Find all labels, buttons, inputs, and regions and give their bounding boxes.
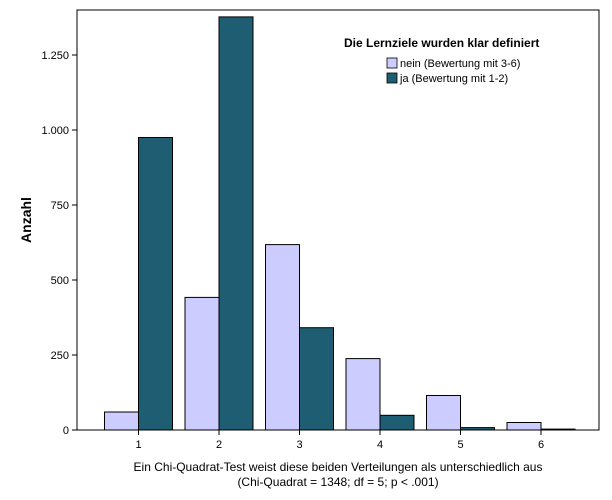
bar-ja: [138, 137, 173, 431]
legend-title: Die Lernziele wurden klar definiert: [344, 36, 539, 50]
bar-ja: [540, 428, 576, 431]
y-tick-label: 500: [51, 275, 69, 287]
x-axis: 1 2 3 4 5 6: [135, 430, 544, 451]
bar-nein: [265, 244, 300, 431]
y-tick-label: 250: [51, 350, 69, 362]
x-tick-label: 1: [135, 439, 141, 451]
legend: Die Lernziele wurden klar definiert nein…: [344, 36, 539, 85]
x-tick-label: 4: [377, 439, 383, 451]
legend-swatch-ja: [386, 72, 398, 84]
bar-ja: [379, 414, 415, 431]
bar-nein: [104, 411, 139, 431]
y-tick-label: 1.250: [41, 50, 69, 62]
legend-swatch-nein: [386, 57, 398, 69]
bar-ja: [299, 327, 334, 431]
y-tick-label: 0: [63, 425, 69, 437]
y-tick-label: 1.000: [41, 125, 69, 137]
x-tick-label: 2: [216, 439, 222, 451]
x-tick-label: 5: [457, 439, 463, 451]
x-tick-label: 3: [296, 439, 302, 451]
bar-nein: [426, 395, 461, 431]
bar-ja: [218, 16, 254, 431]
bar-nein: [506, 422, 542, 431]
y-tick-label: 750: [51, 200, 69, 212]
bars-group: [104, 16, 576, 431]
x-axis-label-line-2: (Chi-Quadrat = 1348; df = 5; p < .001): [237, 475, 438, 489]
legend-label-ja: ja (Bewertung mit 1-2): [399, 73, 508, 85]
bar-ja: [460, 427, 495, 431]
legend-label-nein: nein (Bewertung mit 3-6): [400, 58, 520, 70]
bar-nein: [345, 358, 381, 431]
x-axis-label-line-1: Ein Chi-Quadrat-Test weist diese beiden …: [134, 460, 543, 474]
y-axis-label: Anzahl: [18, 197, 34, 243]
bar-nein: [184, 296, 220, 431]
y-axis: 0 250 500 750 1.000 1.250: [41, 50, 77, 437]
x-tick-label: 6: [538, 439, 544, 451]
